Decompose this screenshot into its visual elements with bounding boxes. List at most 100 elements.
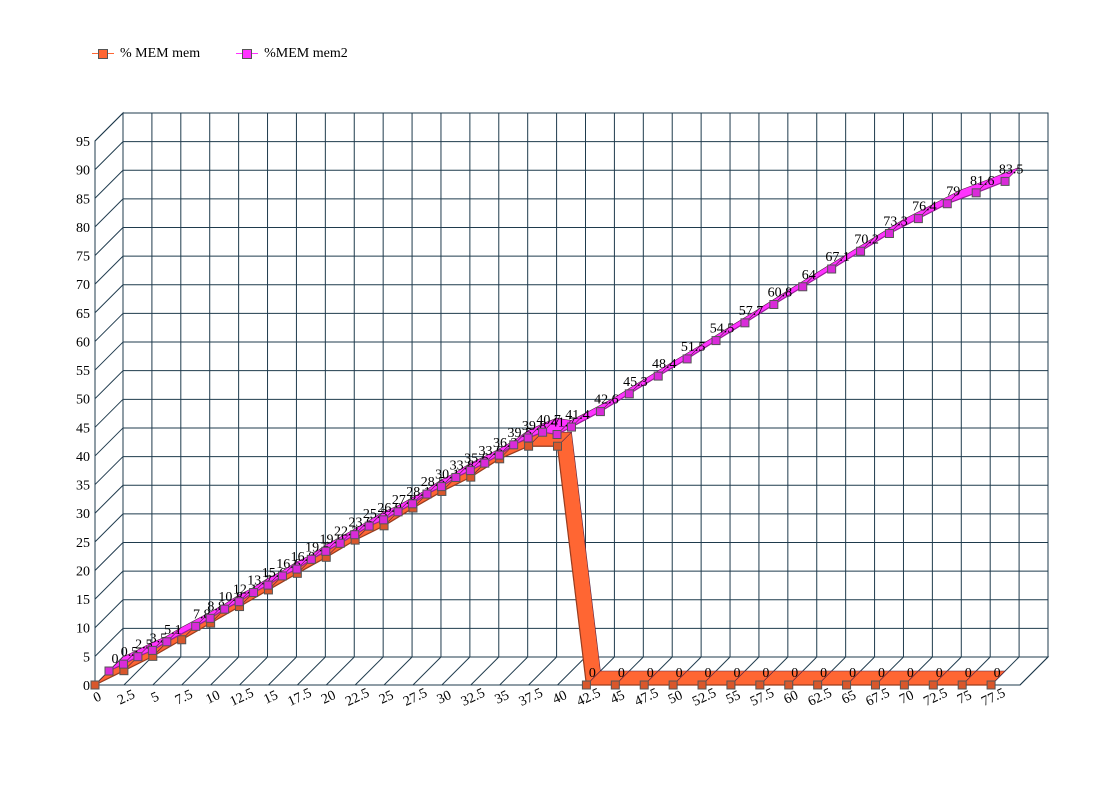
series-1-point bbox=[624, 389, 634, 399]
series-1-point bbox=[971, 188, 981, 198]
x-tick-label: 5 bbox=[149, 690, 162, 707]
series-1-line bbox=[947, 192, 977, 205]
gridline-floor bbox=[470, 656, 500, 686]
series-1-line bbox=[802, 268, 832, 288]
series-0-line bbox=[181, 622, 211, 641]
x-tick-label: 50 bbox=[666, 688, 685, 708]
series-1-point bbox=[653, 371, 663, 381]
y-tick-label: 25 bbox=[76, 536, 90, 551]
series-0-point bbox=[813, 680, 823, 690]
gridline-floor bbox=[499, 656, 529, 686]
x-tick-label: 0 bbox=[91, 690, 104, 707]
series-0-point bbox=[90, 680, 100, 690]
y-tick-label: 35 bbox=[76, 479, 90, 494]
gridline-side bbox=[94, 570, 124, 600]
x-tick-label: 32.5 bbox=[459, 686, 488, 710]
series-1-data-label: 54.5 bbox=[710, 322, 735, 337]
gridline-side bbox=[94, 169, 124, 199]
y-tick-label: 75 bbox=[76, 250, 90, 265]
series-0-line bbox=[470, 458, 501, 478]
gridline-floor bbox=[557, 656, 586, 686]
series-1-point bbox=[350, 530, 360, 540]
x-tick-label: 30 bbox=[435, 688, 454, 708]
x-tick-label: 10 bbox=[204, 688, 223, 708]
side-wall bbox=[94, 111, 124, 687]
x-tick-label: 40 bbox=[551, 688, 570, 708]
series-0-line bbox=[152, 639, 183, 657]
gridline-side bbox=[94, 599, 124, 629]
y-tick-label: 10 bbox=[76, 622, 90, 637]
series-0-data-label: 0 bbox=[907, 666, 914, 681]
series-1-line bbox=[918, 203, 948, 220]
gridline-floor bbox=[528, 656, 557, 686]
series-0-point bbox=[726, 680, 736, 690]
series-1-point bbox=[509, 440, 519, 450]
series-0-point bbox=[957, 680, 967, 690]
series-1-point bbox=[480, 458, 490, 468]
x-tick-label: 35 bbox=[493, 688, 512, 708]
series-0-line bbox=[297, 556, 327, 574]
series-0-data-label: 0 bbox=[936, 666, 943, 681]
gridline-floor bbox=[268, 656, 297, 686]
series-1-point bbox=[856, 246, 866, 256]
legend-label-mem: % MEM mem bbox=[120, 46, 201, 61]
x-tick-label: 15 bbox=[261, 688, 280, 708]
series-1-point bbox=[769, 300, 779, 310]
series-1-data-label: 48.4 bbox=[652, 357, 677, 372]
y-tick-label: 5 bbox=[83, 650, 90, 665]
series-0-line bbox=[94, 670, 125, 686]
series-0-line bbox=[441, 476, 472, 492]
legend-item-mem2: %MEM mem2 bbox=[236, 46, 348, 62]
series-0-point bbox=[842, 680, 852, 690]
series-1-point bbox=[162, 637, 172, 647]
gridline-side bbox=[94, 227, 124, 256]
series-1-data-label: 60.8 bbox=[768, 286, 793, 301]
gridline-floor bbox=[123, 656, 153, 686]
series-1-point bbox=[408, 499, 418, 509]
gridline-side bbox=[94, 284, 124, 314]
series-1-point bbox=[595, 407, 605, 417]
gridline-side bbox=[94, 313, 124, 342]
gridline-side bbox=[94, 513, 124, 543]
series-1-point bbox=[567, 422, 576, 432]
legend: % MEM mem %MEM mem2 bbox=[92, 46, 348, 62]
series-1-point bbox=[740, 318, 750, 328]
series-1-point bbox=[436, 482, 446, 492]
series-1-line bbox=[860, 232, 890, 252]
gridline-floor bbox=[441, 656, 471, 686]
series-1-line bbox=[600, 393, 630, 413]
x-tick-label: 60 bbox=[782, 688, 801, 708]
series-1-point bbox=[827, 264, 837, 274]
series-1-point bbox=[1000, 176, 1010, 186]
gridline-floor bbox=[354, 656, 384, 686]
series-0-data-label: 0 bbox=[733, 666, 740, 681]
series-0-data-label: 0 bbox=[994, 666, 1001, 681]
series-1-point bbox=[884, 229, 894, 239]
series-0-point bbox=[755, 680, 765, 690]
series-1-data-label: 79 bbox=[946, 185, 960, 200]
gridline-side bbox=[94, 427, 124, 457]
y-tick-label: 65 bbox=[76, 307, 90, 322]
gridline-floor bbox=[383, 656, 413, 686]
series-0-line bbox=[239, 589, 269, 608]
y-tick-label: 40 bbox=[76, 450, 90, 465]
series-0-point bbox=[928, 680, 938, 690]
series-1-point bbox=[191, 621, 201, 631]
x-tick-label: 12.5 bbox=[228, 686, 257, 710]
series-1-data-label: 5.1 bbox=[164, 623, 182, 638]
legend-swatch-mem2 bbox=[236, 48, 259, 60]
series-0-line bbox=[210, 606, 240, 624]
series-1-point bbox=[104, 666, 114, 676]
series-1-point bbox=[942, 199, 952, 209]
y-tick-label: 70 bbox=[76, 278, 90, 293]
series-0-line bbox=[354, 525, 385, 541]
series-1-data-label: 76.4 bbox=[912, 200, 937, 215]
series-0-point bbox=[697, 680, 707, 690]
y-tick-label: 60 bbox=[76, 335, 90, 350]
gridline-side bbox=[94, 398, 124, 428]
series-0-line bbox=[123, 655, 154, 672]
series-1-point bbox=[552, 430, 562, 440]
series-1-data-label: 41.4 bbox=[565, 408, 590, 423]
gridline-floor bbox=[210, 656, 239, 686]
